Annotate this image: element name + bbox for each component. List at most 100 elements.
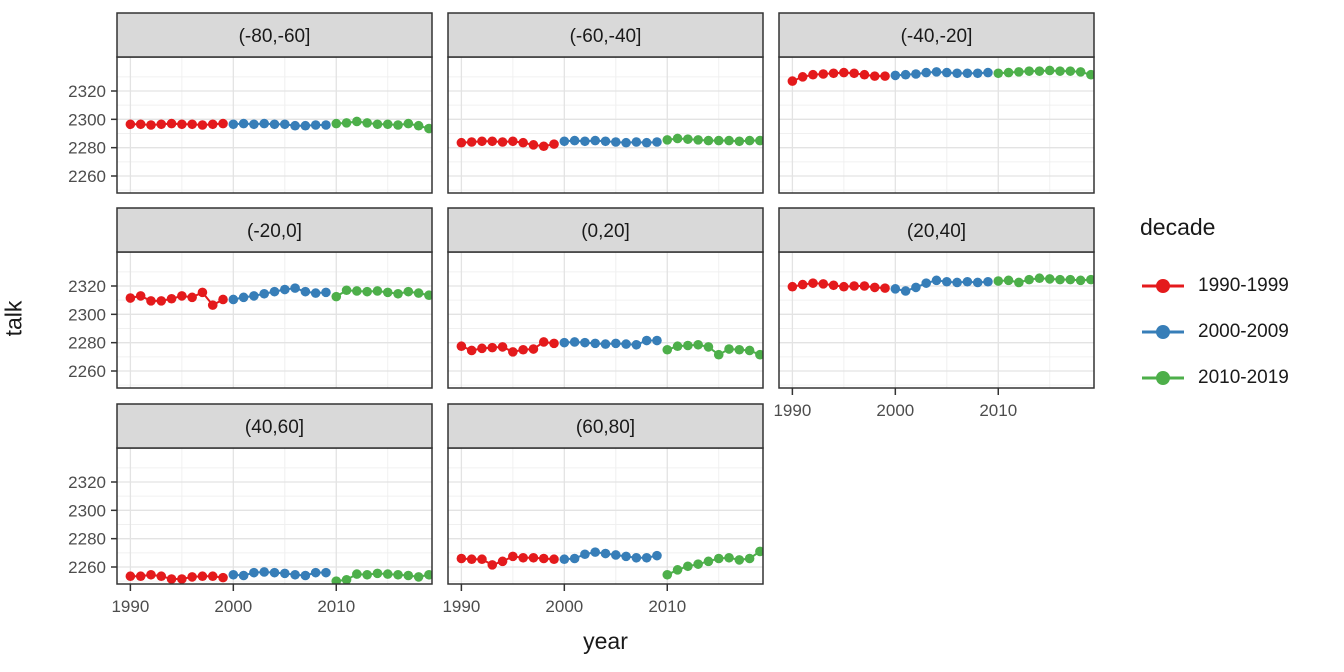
data-point	[424, 123, 432, 134]
data-point	[931, 275, 942, 286]
series-line	[564, 551, 658, 561]
data-point	[321, 120, 331, 130]
data-point	[1034, 273, 1045, 284]
data-point	[890, 70, 901, 81]
data-point	[569, 135, 580, 146]
data-point	[508, 551, 518, 562]
legend-entry-label: 1990-1999	[1198, 275, 1289, 296]
facet-strip-label: (-40,-20]	[901, 26, 973, 47]
data-point	[187, 119, 197, 130]
data-point	[197, 571, 208, 582]
data-point	[724, 135, 734, 146]
data-point	[621, 339, 631, 349]
data-point	[238, 292, 249, 303]
data-point	[477, 343, 487, 354]
data-point	[290, 120, 300, 131]
data-point	[859, 281, 870, 291]
legend-entry: 2010-2019	[1140, 367, 1340, 388]
y-axis-title: talk	[0, 300, 27, 337]
data-point	[828, 68, 839, 79]
data-point	[1065, 66, 1076, 76]
data-point	[300, 286, 311, 297]
y-tick-label: 2280	[68, 334, 106, 353]
data-point	[952, 68, 962, 79]
data-point	[197, 120, 208, 130]
data-point	[703, 342, 714, 352]
data-point	[744, 553, 755, 564]
data-point	[911, 69, 921, 79]
data-point	[331, 576, 342, 584]
data-point	[900, 69, 911, 80]
data-point	[218, 294, 228, 305]
data-point	[941, 276, 952, 287]
data-point	[341, 118, 352, 128]
data-point	[413, 120, 424, 131]
data-point	[249, 291, 259, 301]
data-point	[310, 288, 321, 298]
data-point	[372, 286, 383, 296]
data-point	[818, 279, 829, 289]
data-point	[713, 135, 724, 146]
data-point	[641, 137, 652, 148]
data-point	[156, 119, 167, 130]
panel-bg	[448, 252, 763, 388]
data-point	[797, 72, 808, 82]
data-point	[580, 136, 590, 147]
data-point	[187, 292, 197, 303]
data-point	[310, 120, 321, 130]
data-point	[652, 137, 662, 147]
legend-key	[1142, 325, 1184, 339]
data-point	[839, 67, 849, 78]
data-point	[228, 294, 239, 305]
data-point	[362, 286, 372, 297]
series-line	[666, 343, 761, 356]
data-point	[477, 554, 487, 565]
data-point	[621, 551, 631, 562]
data-point	[538, 553, 549, 564]
y-tick-label: 2260	[68, 558, 106, 577]
data-point	[424, 290, 432, 301]
data-point	[477, 136, 487, 147]
data-point	[279, 568, 290, 579]
data-point	[466, 345, 477, 356]
x-tick-label: 1990	[773, 401, 811, 420]
data-point	[197, 287, 208, 298]
data-point	[362, 118, 372, 128]
data-point	[672, 565, 683, 575]
y-tick-label: 2280	[68, 139, 106, 158]
data-point	[321, 567, 331, 578]
data-point	[662, 344, 673, 355]
data-point	[300, 570, 311, 581]
data-point	[413, 288, 424, 298]
data-point	[218, 118, 228, 129]
data-point	[703, 556, 714, 567]
data-point	[880, 71, 890, 81]
data-point	[600, 548, 611, 559]
data-point	[146, 569, 156, 580]
data-point	[662, 569, 673, 580]
series-line	[233, 122, 326, 127]
data-point	[787, 281, 798, 292]
data-point	[382, 119, 393, 130]
data-point	[569, 337, 580, 347]
data-point	[290, 283, 300, 293]
facet-data	[456, 546, 763, 580]
data-point	[713, 553, 724, 564]
data-point	[1044, 65, 1055, 76]
data-point	[207, 300, 218, 310]
data-point	[744, 135, 755, 146]
series-line	[461, 555, 555, 566]
data-point	[135, 119, 146, 130]
data-point	[693, 339, 703, 350]
facet-strip-label: (-20,0]	[247, 221, 302, 242]
data-point	[818, 69, 829, 79]
data-point	[952, 277, 962, 288]
series-line	[335, 289, 430, 298]
x-tick-label: 2000	[545, 597, 583, 616]
data-point	[352, 286, 362, 296]
data-point	[238, 118, 249, 129]
data-point	[610, 550, 621, 560]
data-point	[683, 340, 693, 351]
